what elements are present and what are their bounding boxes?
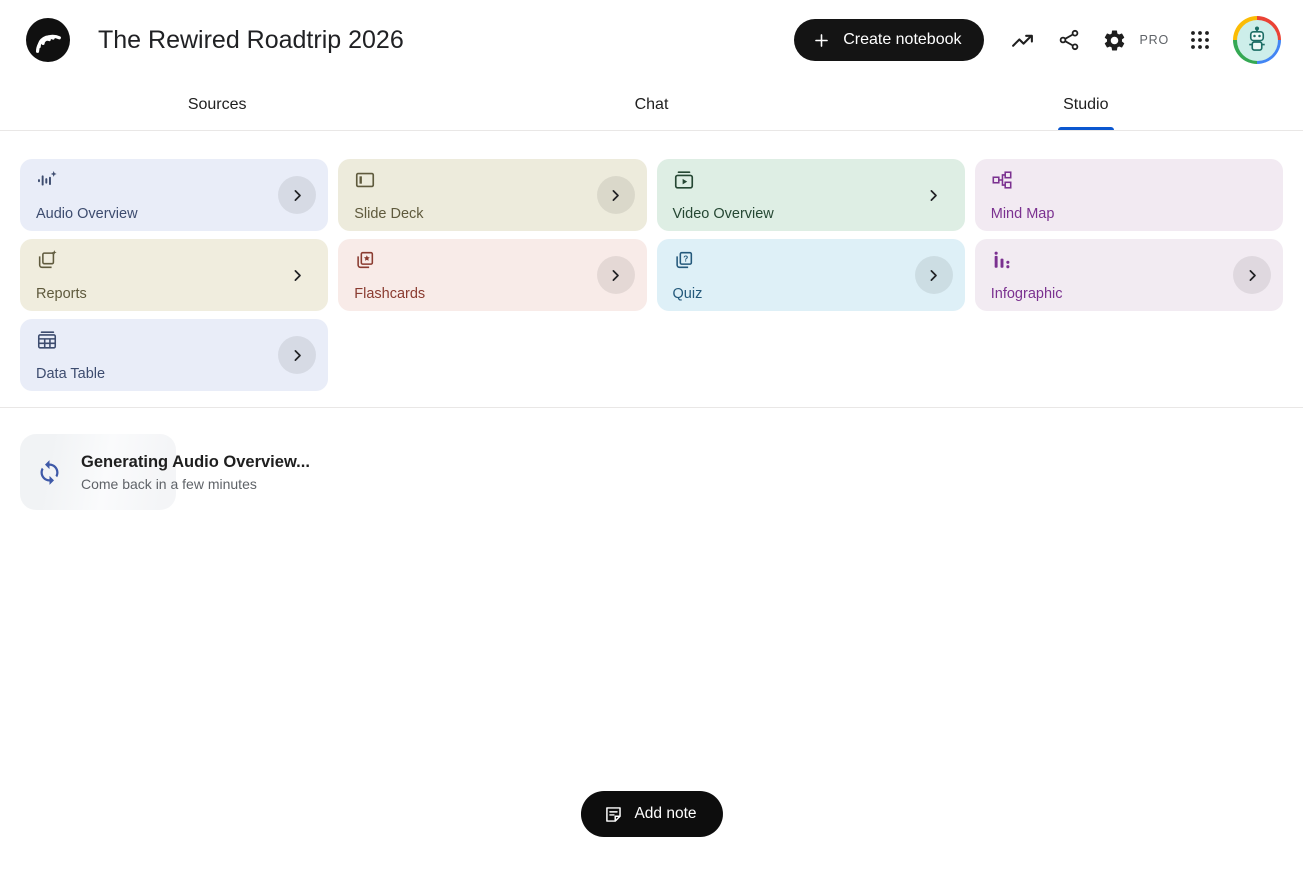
tool-card-video-overview[interactable]: Video Overview xyxy=(656,159,965,231)
generating-audio-overview-item[interactable]: Generating Audio Overview... Come back i… xyxy=(0,434,1303,510)
chevron-right-button[interactable] xyxy=(278,176,317,214)
tool-card-reports[interactable]: Reports xyxy=(20,239,329,311)
chevron-right-button[interactable] xyxy=(596,256,635,294)
generating-subtitle: Come back in a few minutes xyxy=(81,475,257,492)
data-table-icon xyxy=(36,329,312,351)
tool-label: Data Table xyxy=(36,366,106,382)
slide-deck-icon xyxy=(354,169,630,191)
analytics-trending-icon[interactable] xyxy=(1000,17,1046,63)
tab-label: Sources xyxy=(187,96,247,113)
tool-card-infographic[interactable]: Infographic xyxy=(974,239,1283,311)
active-tab-underline xyxy=(1057,127,1114,130)
google-apps-grid-icon[interactable] xyxy=(1177,17,1223,63)
chevron-right-button[interactable] xyxy=(915,176,953,214)
add-note-button[interactable]: Add note xyxy=(580,791,723,837)
chevron-right-button[interactable] xyxy=(278,256,316,294)
tab-studio[interactable]: Studio xyxy=(869,80,1303,130)
infographic-icon xyxy=(991,249,1267,271)
create-notebook-button[interactable]: Create notebook xyxy=(794,19,984,61)
tool-card-quiz[interactable]: ? Quiz xyxy=(656,239,965,311)
tool-label: Slide Deck xyxy=(354,206,424,222)
tool-label: Reports xyxy=(36,286,87,302)
page-title[interactable]: The Rewired Roadtrip 2026 xyxy=(98,25,404,54)
tool-label: Quiz xyxy=(672,286,703,302)
tool-card-slide-deck[interactable]: Slide Deck xyxy=(338,159,647,231)
chevron-right-button[interactable] xyxy=(1233,256,1271,294)
add-note-label: Add note xyxy=(634,805,697,822)
tool-label: Infographic xyxy=(990,286,1063,302)
notebooklm-logo-icon[interactable] xyxy=(26,18,70,62)
svg-text:?: ? xyxy=(683,254,688,263)
studio-tools-grid: Audio Overview Slide Deck Video Overview Mi… xyxy=(0,131,1303,391)
tool-label: Flashcards xyxy=(354,286,426,302)
tool-card-mind-map[interactable]: Mind Map xyxy=(974,159,1283,231)
chevron-right-button[interactable] xyxy=(596,176,635,214)
tool-card-data-table[interactable]: Data Table xyxy=(20,319,329,391)
video-overview-icon xyxy=(673,169,949,191)
chevron-right-button[interactable] xyxy=(278,336,317,374)
tool-card-flashcards[interactable]: Flashcards xyxy=(338,239,647,311)
header: The Rewired Roadtrip 2026 Create noteboo… xyxy=(0,0,1303,80)
create-notebook-label: Create notebook xyxy=(843,31,962,48)
chevron-right-button[interactable] xyxy=(914,256,953,294)
mind-map-icon xyxy=(991,169,1267,191)
quiz-icon: ? xyxy=(673,249,949,271)
header-actions: Create notebook PRO xyxy=(794,16,1281,64)
pro-badge: PRO xyxy=(1139,33,1169,47)
generating-text: Generating Audio Overview... Come back i… xyxy=(81,453,310,492)
settings-gear-icon[interactable] xyxy=(1092,17,1138,63)
sync-generating-icon xyxy=(36,459,63,486)
section-divider xyxy=(0,407,1303,408)
audio-overview-icon xyxy=(36,169,312,191)
note-icon xyxy=(602,804,623,825)
plus-icon xyxy=(812,31,831,50)
loading-shimmer xyxy=(20,434,176,510)
tab-label: Studio xyxy=(1063,96,1109,113)
flashcards-icon xyxy=(354,249,630,271)
tool-card-audio-overview[interactable]: Audio Overview xyxy=(20,159,329,231)
user-avatar[interactable] xyxy=(1233,16,1281,64)
share-icon[interactable] xyxy=(1046,17,1092,63)
tool-label: Mind Map xyxy=(990,206,1055,222)
reports-icon xyxy=(36,249,312,271)
panel-tabs: Sources Chat Studio xyxy=(0,80,1303,131)
tool-label: Video Overview xyxy=(672,206,774,222)
robot-avatar-image xyxy=(1236,19,1278,61)
tab-label: Chat xyxy=(634,96,669,113)
tab-sources[interactable]: Sources xyxy=(0,80,434,130)
generating-title: Generating Audio Overview... xyxy=(81,452,310,471)
tab-chat[interactable]: Chat xyxy=(434,80,868,130)
tool-label: Audio Overview xyxy=(36,206,138,222)
